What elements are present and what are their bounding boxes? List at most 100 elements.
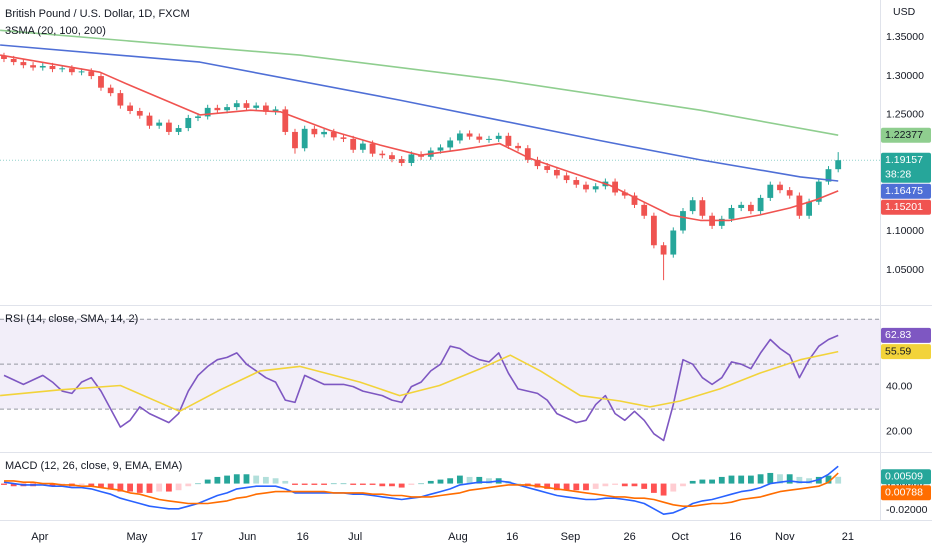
histogram-bar bbox=[301, 483, 308, 485]
line-series bbox=[0, 44, 839, 182]
histogram-bar bbox=[486, 478, 492, 484]
histogram-bar bbox=[835, 476, 842, 484]
price-tag-label: 1.15201 bbox=[885, 201, 923, 213]
y-tick-label: 1.35000 bbox=[886, 31, 924, 43]
candle-body bbox=[49, 65, 56, 70]
candle-body bbox=[583, 184, 589, 190]
y-tick-label: 20.00 bbox=[886, 425, 912, 437]
candle-body bbox=[311, 128, 318, 135]
pane bbox=[0, 318, 880, 442]
candle-body bbox=[515, 145, 521, 149]
line-series bbox=[0, 350, 839, 413]
candle-body bbox=[806, 201, 813, 216]
histogram-bar bbox=[359, 483, 366, 485]
price-tag-label: 55.59 bbox=[885, 345, 911, 357]
price-axis: 1.05000 1.10000 1.25000 1.30000 1.35000 bbox=[886, 31, 924, 276]
price-axis: 20.00 40.00 bbox=[886, 380, 912, 437]
histogram-bar bbox=[563, 483, 570, 491]
histogram-bar bbox=[379, 483, 386, 487]
histogram-bar bbox=[233, 474, 240, 484]
line-series bbox=[4, 472, 839, 507]
histogram-bar bbox=[408, 483, 415, 485]
histogram-bar bbox=[621, 483, 628, 487]
candle-body bbox=[98, 76, 104, 88]
histogram-bar bbox=[195, 483, 201, 485]
candle-body bbox=[437, 147, 444, 151]
candle-body bbox=[233, 103, 240, 108]
candle-body bbox=[379, 153, 386, 156]
x-tick-label: 16 bbox=[297, 531, 309, 543]
histogram-bar bbox=[447, 478, 454, 484]
histogram-bar bbox=[583, 483, 589, 491]
candle-body bbox=[20, 62, 27, 66]
histogram-bar bbox=[641, 483, 648, 489]
line-series bbox=[0, 29, 839, 136]
y-tick-label: 1.10000 bbox=[886, 225, 924, 237]
candle-body bbox=[563, 175, 570, 181]
histogram-bar bbox=[709, 479, 715, 484]
histogram-bar bbox=[49, 483, 56, 487]
candle-body bbox=[534, 159, 541, 167]
x-tick-label: 26 bbox=[624, 531, 636, 543]
candle-body bbox=[214, 107, 221, 111]
y-tick-label: 40.00 bbox=[886, 380, 912, 392]
histogram-bar bbox=[398, 483, 405, 488]
candle-body bbox=[408, 154, 415, 163]
candle-body bbox=[369, 143, 376, 154]
histogram-bar bbox=[330, 483, 337, 485]
histogram-bar bbox=[272, 478, 279, 484]
x-tick-label: Jul bbox=[348, 531, 362, 543]
price-tag bbox=[881, 199, 931, 215]
price-tag-label: 0.00788 bbox=[885, 487, 923, 499]
candle-body bbox=[350, 138, 357, 150]
price-tag bbox=[881, 327, 931, 343]
candle-body bbox=[670, 230, 677, 255]
candle-body bbox=[767, 184, 774, 198]
histogram-bar bbox=[204, 479, 211, 484]
candle-body bbox=[1, 55, 7, 59]
candle-body bbox=[544, 166, 551, 170]
rsi-title: RSI (14, close, SMA, 14, 2) bbox=[5, 313, 138, 325]
candle-body bbox=[486, 138, 492, 140]
histogram-bar bbox=[670, 483, 677, 492]
candle-body bbox=[553, 169, 560, 176]
price-tag bbox=[881, 183, 931, 199]
candle-body bbox=[524, 148, 531, 160]
histogram-bar bbox=[592, 483, 599, 489]
histogram-bar bbox=[544, 483, 551, 489]
candle-body bbox=[330, 131, 337, 138]
candle-body bbox=[321, 131, 327, 135]
histogram-bar bbox=[728, 475, 735, 484]
candle-body bbox=[68, 68, 75, 73]
histogram-bar bbox=[718, 476, 725, 484]
histogram-bar bbox=[253, 475, 260, 484]
histogram-bar bbox=[340, 483, 347, 485]
panes: 1.05000 1.10000 1.25000 1.30000 1.35000 20.00… bbox=[0, 29, 928, 516]
histogram-bar bbox=[156, 483, 163, 492]
candle-body bbox=[195, 116, 201, 118]
histogram-bar bbox=[185, 483, 192, 487]
candle-body bbox=[359, 143, 366, 150]
candle-body bbox=[835, 160, 842, 170]
histogram-bar bbox=[515, 483, 521, 485]
histogram-bar bbox=[243, 474, 250, 484]
indicator-label: 3SMA (20, 100, 200) bbox=[5, 25, 106, 37]
candle-body bbox=[292, 131, 298, 149]
histogram-bar bbox=[767, 472, 774, 484]
x-tick-label: May bbox=[126, 531, 147, 543]
histogram-bar bbox=[369, 483, 376, 485]
price-tag-label: 1.22377 bbox=[885, 129, 923, 141]
histogram-bar bbox=[825, 475, 832, 484]
y-tick-label: 1.30000 bbox=[886, 70, 924, 82]
histogram-bar bbox=[107, 483, 114, 489]
histogram-bar bbox=[777, 474, 783, 484]
price-tag bbox=[881, 469, 931, 485]
macd-title: MACD (12, 26, close, 9, EMA, EMA) bbox=[5, 460, 182, 472]
candle-body bbox=[466, 133, 473, 137]
price-tag bbox=[881, 127, 931, 143]
histogram-bar bbox=[573, 483, 580, 491]
candle-body bbox=[505, 135, 512, 146]
candle-body bbox=[815, 181, 822, 202]
histogram-bar bbox=[224, 475, 230, 484]
